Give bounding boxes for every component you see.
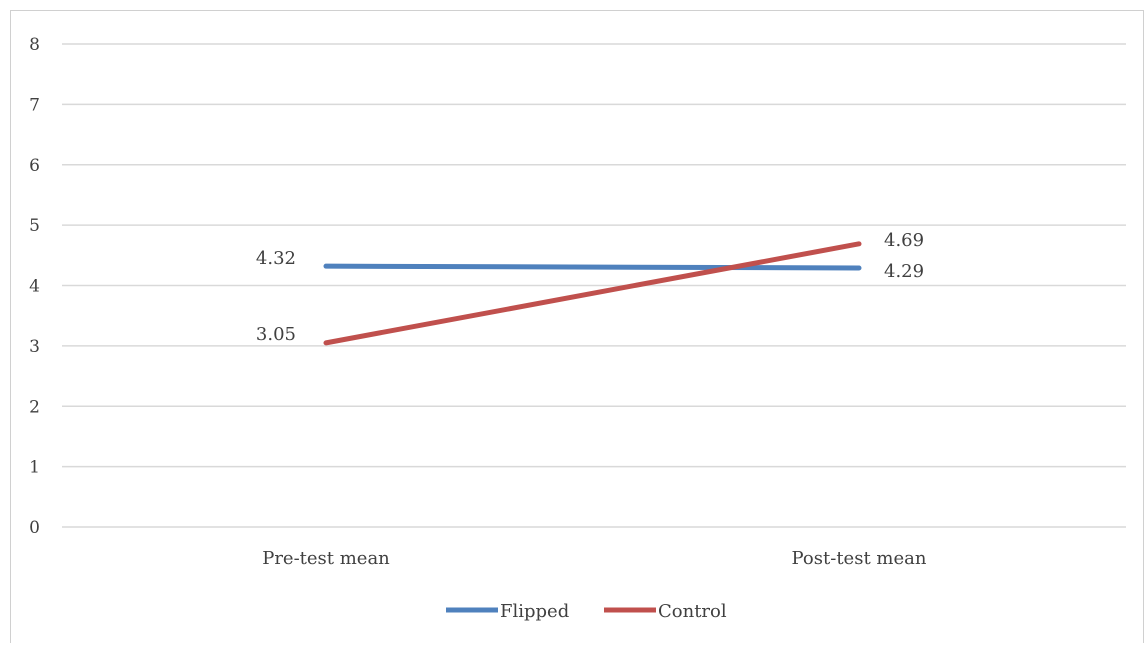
y-tick-label: 1	[29, 458, 40, 478]
legend-label-control: Control	[658, 601, 727, 622]
y-tick-label: 5	[29, 216, 40, 236]
chart-frame	[10, 10, 1144, 643]
y-axis-tick-labels: 0 1 2 3 4 5 6 7 8	[29, 35, 40, 538]
gridlines	[62, 43, 1126, 528]
y-tick-label: 2	[29, 397, 40, 417]
data-labels: 4.32 4.29 3.05 4.69	[256, 230, 924, 345]
series-line-control	[323, 241, 862, 346]
data-label: 3.05	[256, 324, 296, 345]
y-tick-label: 7	[29, 95, 40, 115]
data-label: 4.29	[884, 261, 924, 282]
data-label: 4.69	[884, 230, 924, 251]
legend: Flipped Control	[446, 601, 727, 622]
x-axis-tick-labels: Pre-test mean Post-test mean	[262, 548, 927, 569]
series-lines	[323, 241, 862, 346]
x-tick-label: Pre-test mean	[262, 548, 390, 569]
y-tick-label: 0	[29, 518, 40, 538]
y-tick-label: 4	[29, 277, 40, 297]
series-line-flipped	[323, 263, 862, 271]
y-tick-label: 3	[29, 337, 40, 357]
y-tick-label: 8	[29, 35, 40, 55]
legend-label-flipped: Flipped	[500, 601, 569, 622]
data-label: 4.32	[256, 248, 296, 269]
y-tick-label: 6	[29, 156, 40, 176]
x-tick-label: Post-test mean	[792, 548, 927, 569]
